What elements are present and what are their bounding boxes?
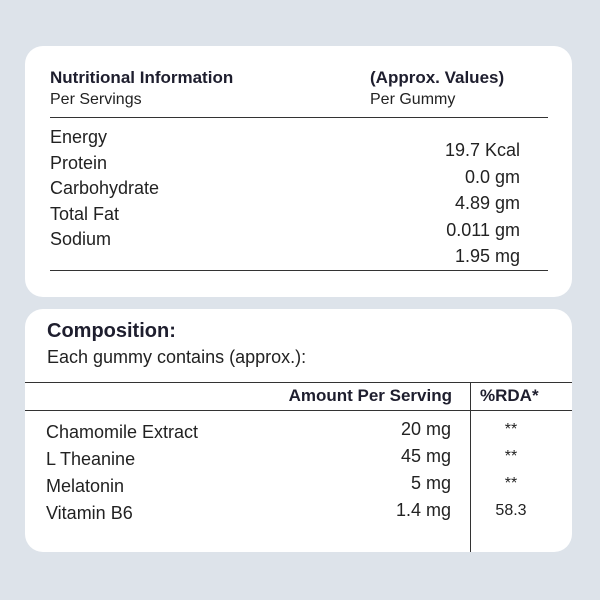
nutrition-title: Nutritional Information <box>50 68 234 87</box>
ingredient-name: L Theanine <box>46 449 136 469</box>
ingredient-rda: ** <box>504 448 518 465</box>
composition-card: Composition: Each gummy contains (approx… <box>25 309 572 552</box>
table-row: Vitamin B6 1.4 mg 58.3 <box>25 500 572 527</box>
ingredient-amount: 1.4 mg <box>395 500 451 520</box>
ingredient-rda: ** <box>504 475 518 492</box>
nutrient-label: Carbohydrate <box>50 178 160 198</box>
nutrient-label: Energy <box>50 127 108 147</box>
table-row: Melatonin 5 mg ** <box>25 473 572 500</box>
rda-column-header: %RDA* <box>480 386 539 405</box>
nutrient-value: 0.011 gm <box>446 219 520 240</box>
ingredient-amount: 20 mg <box>400 419 451 439</box>
nutrient-label-list: Energy Protein Carbohydrate Total Fat So… <box>50 125 300 253</box>
ingredient-name: Vitamin B6 <box>46 503 133 523</box>
nutrient-value: 19.7 Kcal <box>444 140 520 160</box>
divider <box>25 382 572 383</box>
nutrient-value: 4.89 gm <box>454 193 520 213</box>
table-row: L Theanine 45 mg ** <box>25 446 572 473</box>
nutrition-subtitle: Per Servings <box>50 91 142 108</box>
nutrient-value: 1.95 mg <box>454 246 520 266</box>
nutrient-label: Protein <box>50 152 108 173</box>
nutrient-label: Total Fat <box>50 203 120 224</box>
amount-column-header: Amount Per Serving <box>288 386 452 405</box>
ingredient-amount: 45 mg <box>400 446 451 466</box>
nutrient-value: 0.0 gm <box>464 166 520 187</box>
composition-subtitle: Each gummy contains (approx.): <box>47 347 307 367</box>
ingredient-name: Melatonin <box>46 476 125 496</box>
divider <box>50 270 548 271</box>
table-row: Chamomile Extract 20 mg ** <box>25 419 572 446</box>
ingredient-amount: 5 mg <box>410 473 451 493</box>
nutrient-value-list: 19.7 Kcal 0.0 gm 4.89 gm 0.011 gm 1.95 m… <box>320 137 520 270</box>
composition-table: Chamomile Extract 20 mg ** L Theanine 45… <box>25 419 572 527</box>
divider <box>50 117 548 118</box>
composition-title: Composition: <box>47 320 176 342</box>
ingredient-rda: 58.3 <box>495 502 527 519</box>
nutrient-label: Sodium <box>50 229 112 249</box>
ingredient-rda: ** <box>504 421 518 438</box>
divider <box>25 410 572 411</box>
nutrition-card: Nutritional Information Per Servings (Ap… <box>25 46 572 297</box>
ingredient-name: Chamomile Extract <box>46 422 199 442</box>
values-title: (Approx. Values) <box>370 68 505 87</box>
values-subtitle: Per Gummy <box>370 91 456 108</box>
column-divider <box>470 382 471 552</box>
